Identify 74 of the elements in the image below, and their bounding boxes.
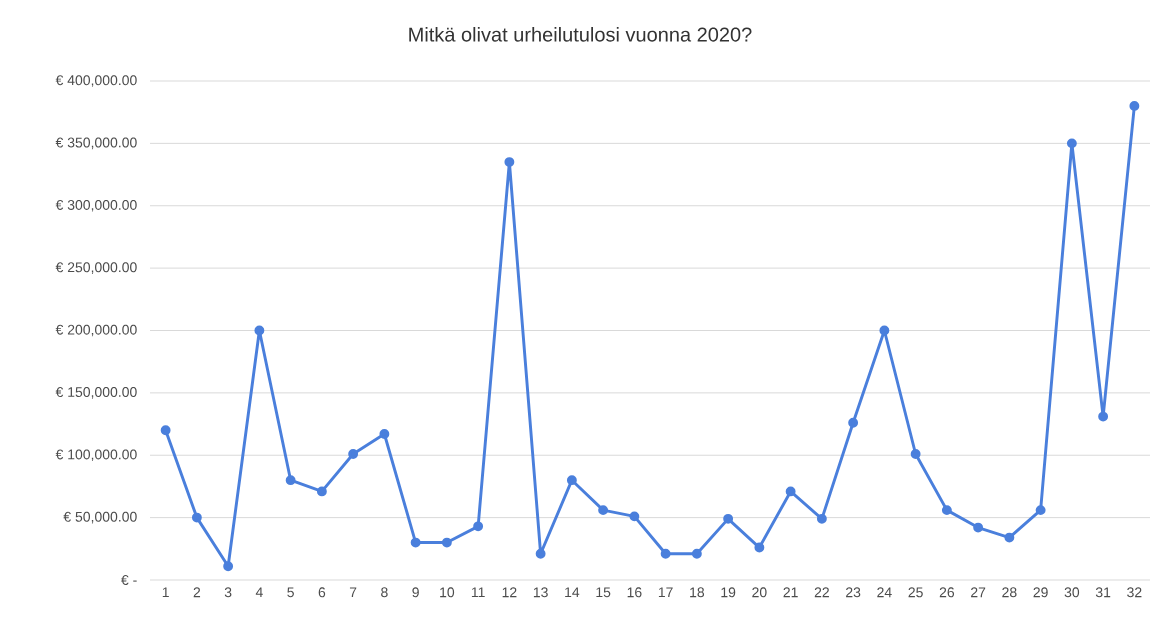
point bbox=[160, 425, 171, 436]
x-tick-label: 12 bbox=[502, 587, 517, 598]
x-tick-label: 24 bbox=[877, 587, 892, 598]
x-tick-label: 1 bbox=[162, 587, 169, 597]
chart-title: Mitkä olivat urheilutulosi vuonna 2020? bbox=[409, 26, 752, 42]
x-tick-label: 7 bbox=[349, 587, 357, 597]
point bbox=[410, 537, 421, 548]
point bbox=[504, 157, 515, 168]
x-tick-label: 14 bbox=[565, 587, 580, 597]
point bbox=[316, 486, 327, 497]
x-tick-label: 5 bbox=[287, 587, 294, 598]
point bbox=[566, 475, 577, 486]
x-tick-label: 32 bbox=[1127, 587, 1142, 598]
x-tick-label: 9 bbox=[412, 587, 419, 598]
x-tick-label: 3 bbox=[224, 587, 232, 598]
x-tick-label: 13 bbox=[533, 587, 548, 598]
x-tick-label: 29 bbox=[1033, 587, 1048, 598]
x-tick-label: 6 bbox=[318, 587, 326, 598]
point bbox=[348, 449, 359, 459]
x-tick-label: 10 bbox=[440, 587, 455, 598]
point bbox=[1066, 138, 1077, 149]
x-tick-label: 26 bbox=[939, 587, 955, 598]
x-tick-label: 18 bbox=[690, 587, 705, 598]
point bbox=[473, 521, 484, 532]
y-tick-label: € 150,000.00 bbox=[55, 387, 137, 399]
point bbox=[848, 417, 859, 428]
point bbox=[1004, 532, 1015, 543]
x-tick-label: 23 bbox=[846, 587, 861, 598]
point bbox=[1098, 411, 1109, 422]
point bbox=[285, 475, 296, 486]
x-tick-label: 21 bbox=[783, 587, 798, 598]
point bbox=[910, 449, 921, 459]
y-tick-label: € 100,000.00 bbox=[55, 449, 137, 462]
y-tick-label: € - bbox=[121, 575, 137, 585]
y-tick-label: € 350,000.00 bbox=[55, 137, 137, 150]
point bbox=[691, 548, 702, 559]
point bbox=[629, 511, 640, 522]
point bbox=[879, 325, 890, 336]
y-tick-label: € 400,000.00 bbox=[55, 75, 137, 87]
x-tick-label: 16 bbox=[627, 587, 642, 598]
x-tick-label: 2 bbox=[193, 587, 201, 598]
point bbox=[379, 429, 390, 439]
x-tick-label: 17 bbox=[658, 587, 673, 597]
x-tick-label: 27 bbox=[971, 587, 986, 598]
y-tick-label: € 50,000.00 bbox=[63, 511, 137, 524]
point bbox=[816, 513, 827, 524]
point bbox=[941, 505, 952, 516]
point bbox=[1035, 505, 1046, 516]
point bbox=[1129, 101, 1140, 111]
point bbox=[754, 542, 765, 553]
x-tick-label: 31 bbox=[1095, 587, 1111, 598]
point bbox=[785, 486, 796, 497]
x-tick-label: 11 bbox=[471, 587, 485, 597]
x-tick-label: 20 bbox=[752, 587, 767, 598]
point bbox=[723, 513, 734, 524]
point bbox=[660, 548, 671, 559]
x-tick-label: 8 bbox=[381, 587, 388, 598]
y-tick-label: € 200,000.00 bbox=[55, 324, 137, 337]
x-tick-label: 19 bbox=[721, 587, 736, 598]
x-tick-label: 25 bbox=[908, 587, 923, 598]
point bbox=[535, 548, 546, 559]
y-tick-label: € 250,000.00 bbox=[55, 262, 137, 274]
point bbox=[598, 505, 609, 516]
point bbox=[191, 512, 202, 523]
x-tick-label: 22 bbox=[814, 587, 829, 598]
x-tick-label: 28 bbox=[1002, 587, 1017, 598]
x-tick-label: 30 bbox=[1064, 587, 1080, 598]
point bbox=[254, 325, 265, 336]
x-tick-label: 15 bbox=[596, 587, 611, 598]
point bbox=[441, 537, 452, 548]
point bbox=[973, 522, 984, 533]
x-tick-label: 4 bbox=[255, 587, 263, 597]
point bbox=[223, 561, 234, 572]
y-tick-label: € 300,000.00 bbox=[55, 199, 137, 212]
